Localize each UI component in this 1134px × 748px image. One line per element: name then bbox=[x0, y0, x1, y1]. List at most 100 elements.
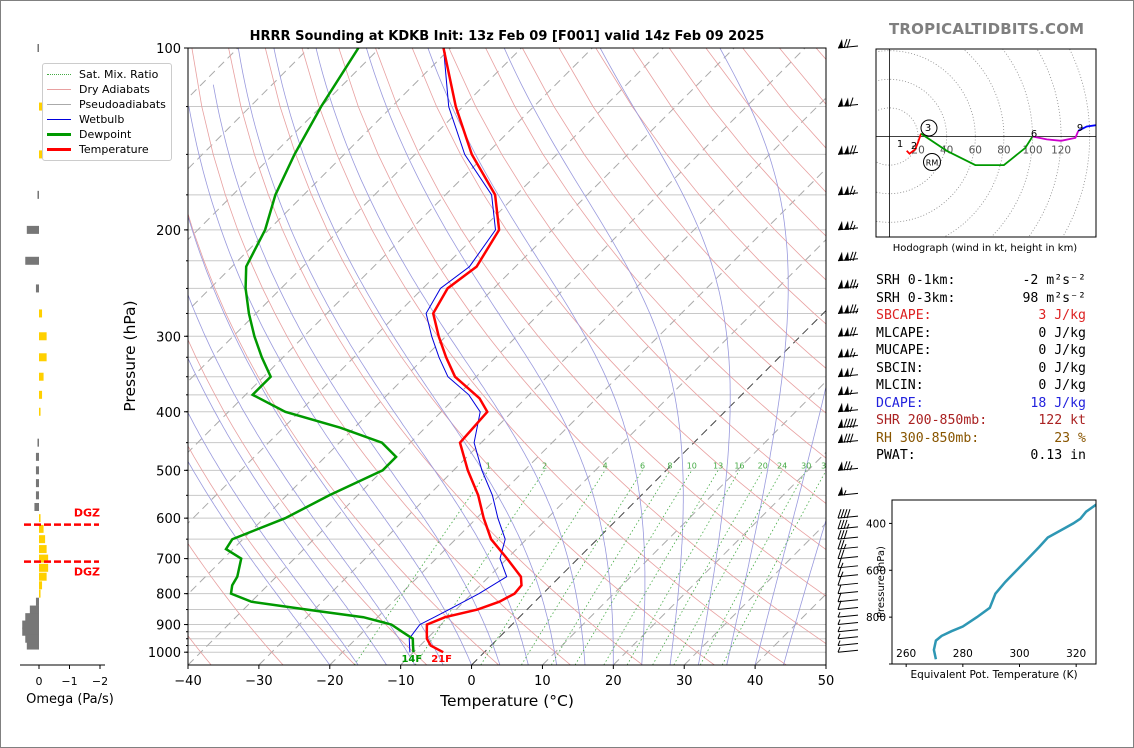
mixing-ratio-line bbox=[721, 470, 826, 665]
wind-barb bbox=[837, 647, 859, 653]
stat-row: SRH 0-3km: 98 m²s⁻² bbox=[876, 290, 1086, 308]
barb-half-flag bbox=[852, 224, 856, 231]
omega-bar bbox=[39, 150, 44, 159]
stat-value: 18 J/kg bbox=[1030, 395, 1086, 411]
omega-bar bbox=[37, 438, 39, 447]
hodograph-trace bbox=[1032, 130, 1080, 142]
barb-half-flag bbox=[849, 406, 853, 412]
barb-pennant bbox=[838, 185, 843, 195]
isotherm-line bbox=[542, 380, 826, 665]
barb-pennant bbox=[844, 327, 849, 337]
temperature-line bbox=[425, 48, 523, 654]
stat-row: MLCIN: 0 J/kg bbox=[876, 377, 1086, 395]
dry-adiabat bbox=[595, 48, 826, 325]
barb-flag bbox=[840, 519, 845, 530]
omega-bar bbox=[39, 390, 43, 399]
hodograph-height-label: 6 bbox=[1031, 129, 1037, 140]
barb-flag bbox=[849, 251, 854, 261]
pseudoadiabat bbox=[237, 48, 529, 665]
isotherm-line bbox=[612, 451, 826, 665]
x-tick-label: 20 bbox=[605, 674, 622, 689]
surface-temp-label: 21F bbox=[431, 654, 452, 665]
barb-half-flag bbox=[849, 389, 853, 396]
omega-bar bbox=[39, 535, 46, 544]
mixing-ratio-line bbox=[521, 470, 643, 665]
mixing-ratio-line bbox=[699, 470, 807, 665]
omega-bar bbox=[22, 627, 39, 636]
barb-flag bbox=[849, 279, 854, 289]
wind-barb bbox=[837, 567, 859, 578]
barb-flag bbox=[849, 327, 854, 337]
barb-half-flag bbox=[837, 633, 841, 639]
stat-row: SHR 200-850mb: 122 kt bbox=[876, 412, 1086, 430]
mixing-ratio-label: 6 bbox=[640, 461, 645, 470]
theta-x-axis-title: Equivalent Pot. Temperature (K) bbox=[910, 669, 1077, 681]
wind-barb bbox=[837, 402, 859, 413]
legend-label: Wetbulb bbox=[79, 112, 125, 126]
isotherm-line bbox=[258, 97, 826, 665]
barb-flag bbox=[852, 304, 857, 314]
barb-flag bbox=[843, 433, 848, 443]
omega-bar bbox=[25, 613, 39, 622]
omega-bar bbox=[35, 479, 39, 488]
wind-barb bbox=[837, 611, 859, 618]
mixing-ratio-label: 4 bbox=[603, 461, 608, 470]
omega-bar bbox=[39, 554, 49, 563]
barb-half-flag bbox=[852, 352, 856, 358]
theta-x-tick-label: 280 bbox=[953, 648, 973, 660]
omega-bar bbox=[39, 545, 47, 554]
stat-label: RH 300-850mb: bbox=[876, 430, 980, 446]
x-tick-label: 10 bbox=[534, 674, 551, 689]
barb-flag bbox=[849, 145, 854, 155]
barb-pennant bbox=[838, 348, 843, 358]
barb-pennant bbox=[838, 433, 843, 443]
wind-barb bbox=[837, 185, 859, 196]
barb-pennant bbox=[838, 39, 843, 48]
wind-barb bbox=[837, 600, 859, 611]
wind-barb bbox=[837, 549, 859, 560]
omega-bar bbox=[35, 491, 39, 500]
barb-flag bbox=[837, 558, 842, 568]
y-tick-label: 1000 bbox=[148, 646, 181, 661]
stat-label: SRH 0-3km: bbox=[876, 290, 956, 306]
wind-barb bbox=[837, 558, 859, 569]
stat-row: DCAPE: 18 J/kg bbox=[876, 395, 1086, 413]
barb-flag bbox=[840, 508, 845, 519]
mixing-ratio-label: 30 bbox=[801, 461, 811, 470]
theta-e-line bbox=[932, 503, 1096, 660]
pseudoadiabat bbox=[719, 48, 789, 665]
mixing-ratio-line bbox=[414, 470, 546, 665]
barb-half-flag bbox=[837, 626, 841, 632]
barb-flag bbox=[849, 418, 854, 428]
stat-value: 0 J/kg bbox=[1038, 325, 1086, 341]
omega-bar bbox=[35, 452, 39, 461]
mixing-ratio-label: 20 bbox=[758, 461, 768, 470]
wind-barb bbox=[837, 633, 859, 640]
barb-flag bbox=[852, 418, 857, 428]
barb-flag bbox=[852, 279, 857, 289]
mixing-ratio-label: 10 bbox=[687, 461, 697, 470]
barb-pennant bbox=[844, 304, 849, 314]
omega-axis-title: Omega (Pa/s) bbox=[26, 692, 114, 707]
y-tick-label: 600 bbox=[156, 512, 181, 527]
barb-pennant bbox=[838, 418, 843, 428]
barb-flag bbox=[849, 304, 854, 314]
y-tick-label: 800 bbox=[156, 588, 181, 603]
stat-row: SBCIN: 0 J/kg bbox=[876, 360, 1086, 378]
stat-value: 3 J/kg bbox=[1038, 308, 1086, 323]
stat-value: 98 m²s⁻² bbox=[1022, 290, 1086, 306]
x-tick-label: −20 bbox=[316, 674, 343, 689]
barb-pennant bbox=[844, 145, 849, 155]
x-tick-label: −10 bbox=[387, 674, 414, 689]
omega-bar bbox=[26, 641, 39, 650]
hodograph-ring-label: 80 bbox=[997, 145, 1010, 157]
barb-staff bbox=[837, 607, 859, 611]
chart-legend: Sat. Mix. Ratio Dry Adiabats Pseudoadiab… bbox=[42, 63, 172, 161]
isotherm-line bbox=[188, 48, 735, 595]
x-tick-label: 50 bbox=[818, 674, 835, 689]
y-tick-label: 100 bbox=[156, 42, 181, 57]
dry-adiabat bbox=[338, 48, 826, 645]
mixing-ratio-label: 8 bbox=[667, 461, 672, 470]
